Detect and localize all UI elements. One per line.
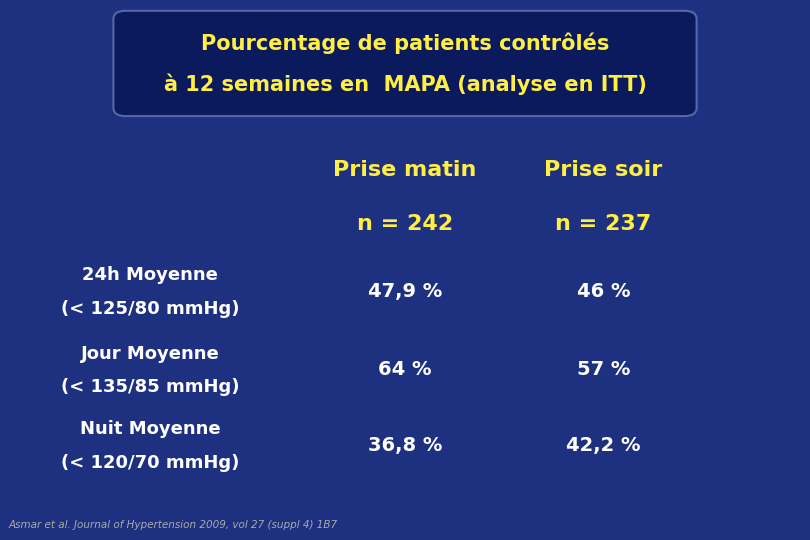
Text: 57 %: 57 %	[577, 360, 630, 380]
Text: 42,2 %: 42,2 %	[566, 436, 641, 455]
Text: Pourcentage de patients contrôlés: Pourcentage de patients contrôlés	[201, 32, 609, 53]
Text: (< 120/70 mmHg): (< 120/70 mmHg)	[61, 454, 239, 472]
Text: Nuit Moyenne: Nuit Moyenne	[79, 420, 220, 438]
Text: 36,8 %: 36,8 %	[368, 436, 442, 455]
Text: 24h Moyenne: 24h Moyenne	[82, 266, 218, 285]
Text: (< 125/80 mmHg): (< 125/80 mmHg)	[61, 300, 239, 318]
Text: (< 135/85 mmHg): (< 135/85 mmHg)	[61, 378, 239, 396]
Text: 64 %: 64 %	[378, 360, 432, 380]
Text: Asmar et al. Journal of Hypertension 2009, vol 27 (suppl 4) 1B7: Asmar et al. Journal of Hypertension 200…	[8, 520, 337, 530]
Text: 46 %: 46 %	[577, 282, 630, 301]
Text: n = 237: n = 237	[556, 214, 651, 234]
Text: Prise matin: Prise matin	[333, 160, 477, 180]
Text: Jour Moyenne: Jour Moyenne	[80, 345, 220, 363]
Text: à 12 semaines en  MAPA (analyse en ITT): à 12 semaines en MAPA (analyse en ITT)	[164, 73, 646, 94]
Text: 47,9 %: 47,9 %	[368, 282, 442, 301]
Text: Prise soir: Prise soir	[544, 160, 663, 180]
Text: n = 242: n = 242	[357, 214, 453, 234]
FancyBboxPatch shape	[113, 11, 697, 116]
